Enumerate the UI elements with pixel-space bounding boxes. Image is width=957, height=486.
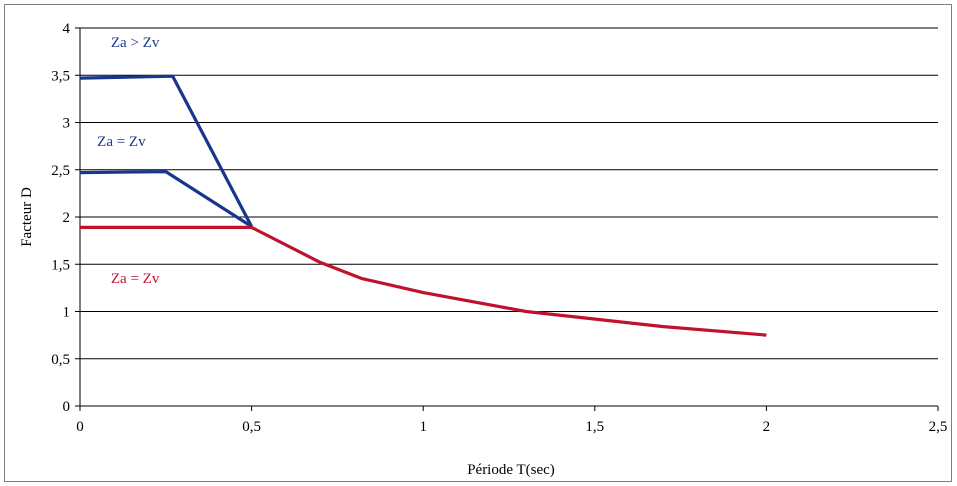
series-line-3 [80,225,767,337]
series-annotation-1: Za > Zv [111,35,160,51]
y-axis-label: Facteur D [19,187,35,247]
x-axis-label: Période T(sec) [467,462,555,478]
series [79,74,767,337]
x-tick-label: 0 [76,419,84,435]
x-tick-label: 2,5 [929,419,948,435]
series-line-1 [79,74,254,228]
x-tick-label: 0,5 [242,419,261,435]
y-tick-label: 1,5 [51,257,70,273]
x-tick-label: 1 [419,419,427,435]
y-tick-label: 0 [63,399,71,415]
axes [75,27,939,411]
tick-labels: 0 0,5 1 1,5 2 2,5 3 3,5 4 0 0,5 1 1,5 2 2,5 [51,21,947,435]
y-tick-label: 3,5 [51,68,70,84]
chart: 00,511,522,533,540 0,5 1 1,5 2 2,5 Za > ZvZa … [19,21,947,478]
series-annotation-2: Za = Zv [97,134,146,150]
y-tick-label: 2,5 [51,163,70,179]
y-tick-label: 2 [63,210,71,226]
chart-frame: 0 0,5 1 1,5 2 2,5 3 3,5 4 0 0,5 1 1,5 2 2,5 Za > Zv Za … [4,4,952,482]
series-annotation-3: Za = Zv [111,271,160,287]
annotations: Za > Zv Za = Zv Za = Zv [97,35,160,287]
y-tick-label: 1 [63,305,71,321]
x-tick-label: 1,5 [585,419,604,435]
x-tick-label: 2 [763,419,771,435]
y-tick-label: 3 [63,116,71,132]
y-tick-label: 0,5 [51,352,70,368]
y-tick-label: 4 [63,21,71,37]
